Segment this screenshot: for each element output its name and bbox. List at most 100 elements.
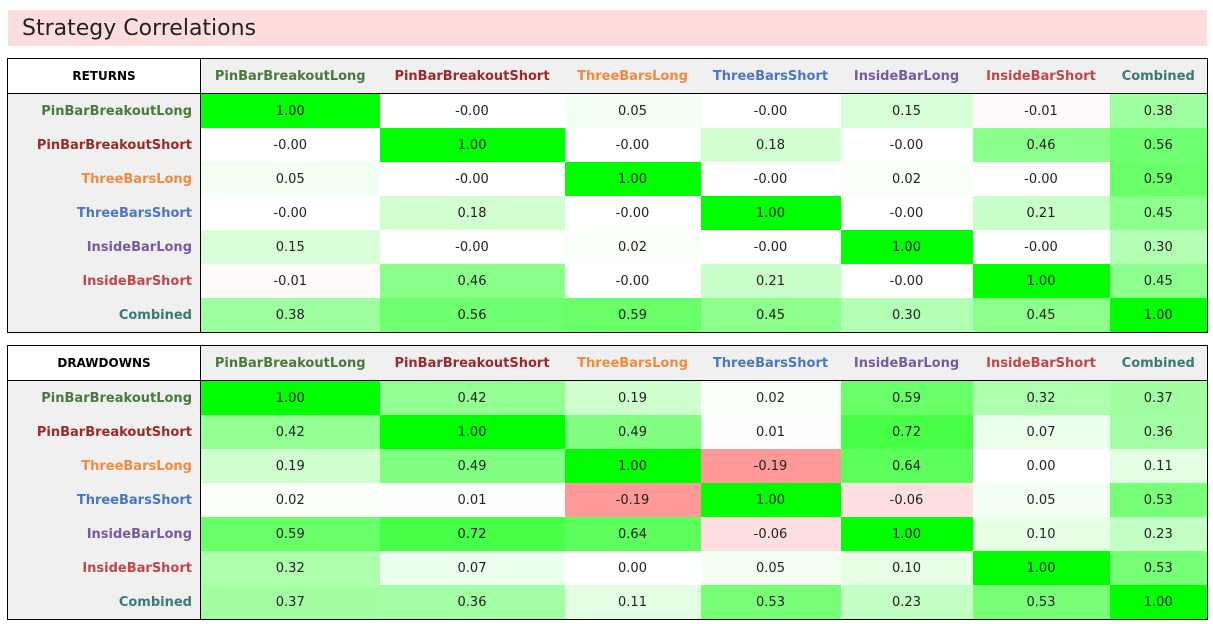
correlation-cell: -0.01: [972, 93, 1110, 128]
row-header: PinBarBreakoutShort: [7, 128, 201, 162]
correlation-cell: 1.00: [840, 517, 973, 551]
correlation-cell: 1.00: [200, 93, 380, 128]
correlation-cell: 0.38: [1109, 93, 1208, 128]
correlation-cell: 0.64: [840, 449, 973, 483]
column-header: ThreeBarsLong: [564, 58, 701, 94]
row-header: Combined: [7, 298, 201, 333]
returns-header-row: RETURNS PinBarBreakoutLong PinBarBreakoutS…: [7, 58, 1208, 94]
correlation-cell: -0.19: [700, 449, 841, 483]
correlation-cell: 0.53: [1109, 551, 1208, 585]
correlation-cell: 0.36: [379, 585, 565, 620]
column-header: Combined: [1109, 58, 1208, 94]
row-header: ThreeBarsShort: [7, 483, 201, 517]
correlation-cell: 0.45: [1109, 264, 1208, 298]
correlation-cell: 0.59: [564, 298, 701, 333]
row-header: PinBarBreakoutLong: [7, 93, 201, 128]
returns-corner-label: RETURNS: [7, 58, 201, 94]
correlation-cell: 1.00: [972, 551, 1110, 585]
table-row: Combined 0.38 0.56 0.59 0.45 0.30 0.45 1.00: [7, 298, 1208, 333]
correlation-cell: -0.00: [840, 128, 973, 162]
row-header: Combined: [7, 585, 201, 620]
row-header: ThreeBarsShort: [7, 196, 201, 230]
correlation-cell: 0.72: [840, 415, 973, 449]
correlation-cell: 0.37: [200, 585, 380, 620]
correlation-cell: -0.00: [564, 264, 701, 298]
correlation-cell: 0.02: [700, 380, 841, 415]
correlation-cell: -0.00: [700, 230, 841, 264]
correlation-cell: 0.59: [1109, 162, 1208, 196]
correlation-cell: 0.11: [1109, 449, 1208, 483]
correlation-cell: 0.53: [972, 585, 1110, 620]
correlation-cell: 1.00: [972, 264, 1110, 298]
row-header: ThreeBarsLong: [7, 449, 201, 483]
correlation-cell: -0.00: [840, 264, 973, 298]
correlation-cell: 0.23: [1109, 517, 1208, 551]
correlation-cell: -0.06: [840, 483, 973, 517]
table-row: InsideBarShort -0.01 0.46 -0.00 0.21 -0.00 1.0…: [7, 264, 1208, 298]
correlation-cell: -0.00: [564, 196, 701, 230]
table-row: PinBarBreakoutShort 0.42 1.00 0.49 0.01 0.72 0…: [7, 415, 1208, 449]
correlation-cell: 0.53: [700, 585, 841, 620]
correlation-cell: 0.49: [564, 415, 701, 449]
correlation-cell: 0.38: [200, 298, 380, 333]
drawdowns-corner-label: DRAWDOWNS: [7, 345, 201, 381]
correlation-cell: 0.19: [564, 380, 701, 415]
row-header: InsideBarLong: [7, 230, 201, 264]
column-header: InsideBarShort: [972, 345, 1110, 381]
column-header: PinBarBreakoutShort: [379, 58, 565, 94]
correlation-cell: -0.01: [200, 264, 380, 298]
correlation-cell: -0.06: [700, 517, 841, 551]
correlation-cell: 0.32: [200, 551, 380, 585]
correlation-cell: -0.00: [200, 196, 380, 230]
column-header: InsideBarLong: [840, 345, 973, 381]
correlation-cell: 1.00: [200, 380, 380, 415]
correlation-cell: 0.37: [1109, 380, 1208, 415]
correlation-cell: 0.10: [972, 517, 1110, 551]
correlation-cell: 0.21: [972, 196, 1110, 230]
correlation-cell: 0.42: [379, 380, 565, 415]
correlation-cell: -0.00: [840, 196, 973, 230]
correlation-cell: 0.05: [200, 162, 380, 196]
column-header: PinBarBreakoutLong: [200, 345, 380, 381]
correlation-cell: 0.02: [200, 483, 380, 517]
correlation-cell: 1.00: [840, 230, 973, 264]
correlation-cell: 0.64: [564, 517, 701, 551]
correlation-cell: 0.11: [564, 585, 701, 620]
correlation-cell: 0.36: [1109, 415, 1208, 449]
correlation-cell: 0.18: [379, 196, 565, 230]
column-header: Combined: [1109, 345, 1208, 381]
correlation-cell: 0.19: [200, 449, 380, 483]
correlation-cell: -0.00: [379, 93, 565, 128]
correlation-cell: 0.45: [972, 298, 1110, 333]
correlation-cell: 0.45: [1109, 196, 1208, 230]
correlation-cell: 0.72: [379, 517, 565, 551]
correlation-cell: -0.00: [972, 162, 1110, 196]
correlation-cell: 1.00: [700, 483, 841, 517]
correlation-cell: -0.00: [379, 230, 565, 264]
correlation-cell: 0.56: [1109, 128, 1208, 162]
correlation-cell: 0.01: [700, 415, 841, 449]
table-row: Combined 0.37 0.36 0.11 0.53 0.23 0.53 1.00: [7, 585, 1208, 620]
row-header: InsideBarLong: [7, 517, 201, 551]
correlation-cell: 0.02: [840, 162, 973, 196]
correlation-cell: 1.00: [379, 415, 565, 449]
correlation-cell: 1.00: [1109, 298, 1208, 333]
correlation-cell: 1.00: [379, 128, 565, 162]
column-header: ThreeBarsShort: [700, 345, 841, 381]
page-title: Strategy Correlations: [8, 10, 1207, 46]
correlation-cell: 0.02: [564, 230, 701, 264]
column-header: PinBarBreakoutShort: [379, 345, 565, 381]
row-header: InsideBarShort: [7, 551, 201, 585]
returns-table-body: PinBarBreakoutLong 1.00 -0.00 0.05 -0.00 0.15…: [7, 93, 1208, 333]
table-row: PinBarBreakoutShort -0.00 1.00 -0.00 0.18 -0.…: [7, 128, 1208, 162]
correlation-cell: 0.49: [379, 449, 565, 483]
correlation-cell: 0.46: [972, 128, 1110, 162]
correlation-cell: 0.05: [972, 483, 1110, 517]
table-row: ThreeBarsShort -0.00 0.18 -0.00 1.00 -0.00 0.2…: [7, 196, 1208, 230]
correlation-cell: 0.01: [379, 483, 565, 517]
correlation-cell: 0.21: [700, 264, 841, 298]
correlation-cell: 0.07: [379, 551, 565, 585]
drawdowns-table-body: PinBarBreakoutLong 1.00 0.42 0.19 0.02 0.59 0.…: [7, 380, 1208, 620]
column-header: InsideBarShort: [972, 58, 1110, 94]
correlation-cell: 0.59: [840, 380, 973, 415]
